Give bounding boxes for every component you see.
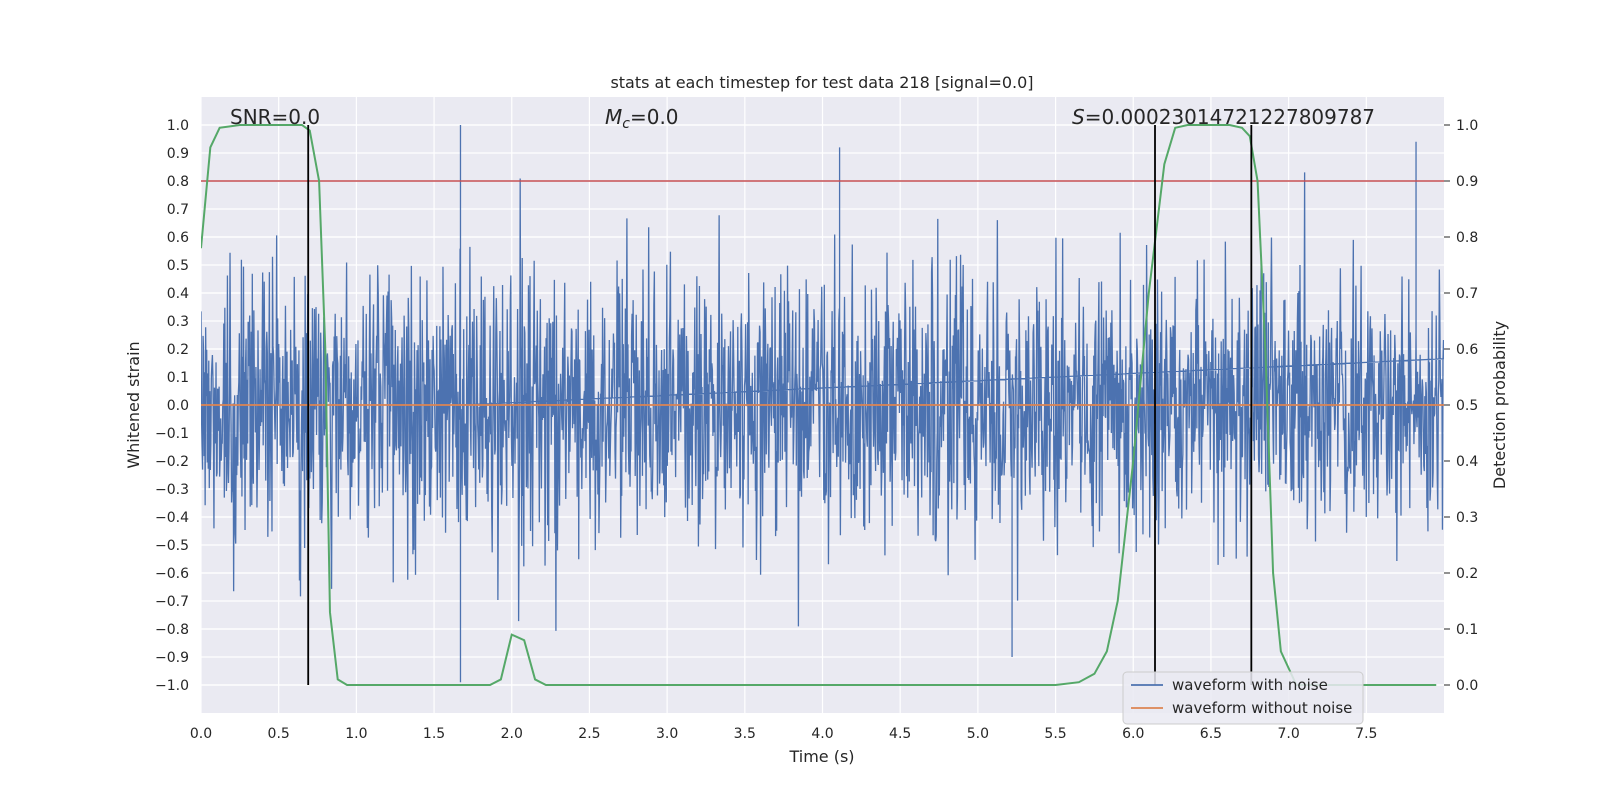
y2-tick-label: 0.9 <box>1456 174 1478 190</box>
series-detection-probability <box>201 124 1437 686</box>
s-symbol: S <box>1072 105 1085 129</box>
legend-box <box>1122 671 1364 725</box>
snr-annotation: SNR=0.0 <box>230 105 320 129</box>
s-annotation: S=0.00023014721227809787 <box>1072 105 1375 129</box>
x-tick-labels: 0.0 0.5 1.0 1.5 2.0 2.5 3.0 3.5 4.0 4.5 5.0 5.5 6.0 6… <box>190 726 1378 742</box>
y-axis-label: Whitened strain <box>124 341 143 468</box>
y-tick-label: −0.5 <box>155 538 189 554</box>
x-tick-label: 3.0 <box>656 726 678 742</box>
chirp-mass-subscript: c <box>622 116 630 132</box>
x-tick-label: 1.0 <box>345 726 367 742</box>
y2-tick-label: 1.0 <box>1456 118 1478 134</box>
y-tick-label: 0.7 <box>167 202 189 218</box>
chirp-mass-symbol: M <box>605 105 622 129</box>
y2-axis-label: Detection probability <box>1490 321 1509 489</box>
y-tick-label: 0.8 <box>167 174 189 190</box>
y2-tick-labels: 0.0 0.1 0.2 0.3 0.4 0.5 0.6 0.7 0.8 0.9 1.0 <box>1444 118 1478 694</box>
x-tick-label: 1.5 <box>423 726 445 742</box>
y-tick-label: −0.7 <box>155 594 189 610</box>
x-tick-label: 0.5 <box>268 726 290 742</box>
y-tick-label: 0.1 <box>167 370 189 386</box>
y-tick-label: 0.5 <box>167 258 189 274</box>
noise-line <box>201 125 1444 683</box>
legend-label-with-noise: waveform with noise <box>1172 676 1328 694</box>
x-tick-label: 7.5 <box>1355 726 1377 742</box>
y-tick-label: −0.6 <box>155 566 189 582</box>
y-tick-label: −1.0 <box>155 678 189 694</box>
y-tick-label: −0.8 <box>155 622 189 638</box>
chirp-mass-annotation: Mc=0.0 <box>605 105 679 132</box>
y2-tick-label: 0.1 <box>1456 622 1478 638</box>
y-tick-label: 0.4 <box>167 286 189 302</box>
y-tick-label: 0.6 <box>167 230 189 246</box>
x-tick-label: 6.0 <box>1122 726 1144 742</box>
y-tick-label: 0.9 <box>167 146 189 162</box>
x-axis-label: Time (s) <box>788 747 854 766</box>
y2-tick-label: 0.0 <box>1456 678 1478 694</box>
y-tick-labels: −1.0 −0.9 −0.8 −0.7 −0.6 −0.5 −0.4 −0.3 −0.2 −0.1… <box>155 118 189 694</box>
y-tick-label: −0.9 <box>155 650 189 666</box>
x-tick-label: 4.5 <box>889 726 911 742</box>
x-tick-label: 5.0 <box>967 726 989 742</box>
y-tick-label: 1.0 <box>167 118 189 134</box>
y-tick-label: −0.4 <box>155 510 189 526</box>
s-value: =0.00023014721227809787 <box>1085 105 1375 129</box>
y-tick-label: 0.0 <box>167 398 189 414</box>
x-tick-label: 2.5 <box>578 726 600 742</box>
x-tick-label: 4.0 <box>811 726 833 742</box>
legend-label-without-noise: waveform without noise <box>1172 699 1352 717</box>
vertical-markers <box>307 125 1253 685</box>
y2-tick-label: 0.5 <box>1456 398 1478 414</box>
y-tick-label: −0.3 <box>155 482 189 498</box>
x-tick-label: 5.5 <box>1044 726 1066 742</box>
legend: waveform with noise waveform without noi… <box>1122 671 1364 725</box>
y2-tick-label: 0.8 <box>1456 230 1478 246</box>
y2-tick-label: 0.6 <box>1456 342 1478 358</box>
y-tick-label: 0.2 <box>167 342 189 358</box>
x-tick-label: 2.0 <box>501 726 523 742</box>
x-tick-label: 6.5 <box>1200 726 1222 742</box>
y2-tick-label: 0.3 <box>1456 510 1478 526</box>
y-tick-label: 0.3 <box>167 314 189 330</box>
x-tick-label: 0.0 <box>190 726 212 742</box>
chirp-mass-value: =0.0 <box>630 105 679 129</box>
y2-tick-label: 0.4 <box>1456 454 1478 470</box>
series-waveform-with-noise <box>201 125 1444 683</box>
chart-title: stats at each timestep for test data 218… <box>610 73 1033 92</box>
probability-line <box>201 124 1437 686</box>
x-tick-label: 7.0 <box>1277 726 1299 742</box>
y2-tick-label: 0.2 <box>1456 566 1478 582</box>
y-tick-label: −0.2 <box>155 454 189 470</box>
y-tick-label: −0.1 <box>155 426 189 442</box>
y2-tick-label: 0.7 <box>1456 286 1478 302</box>
x-tick-label: 3.5 <box>734 726 756 742</box>
